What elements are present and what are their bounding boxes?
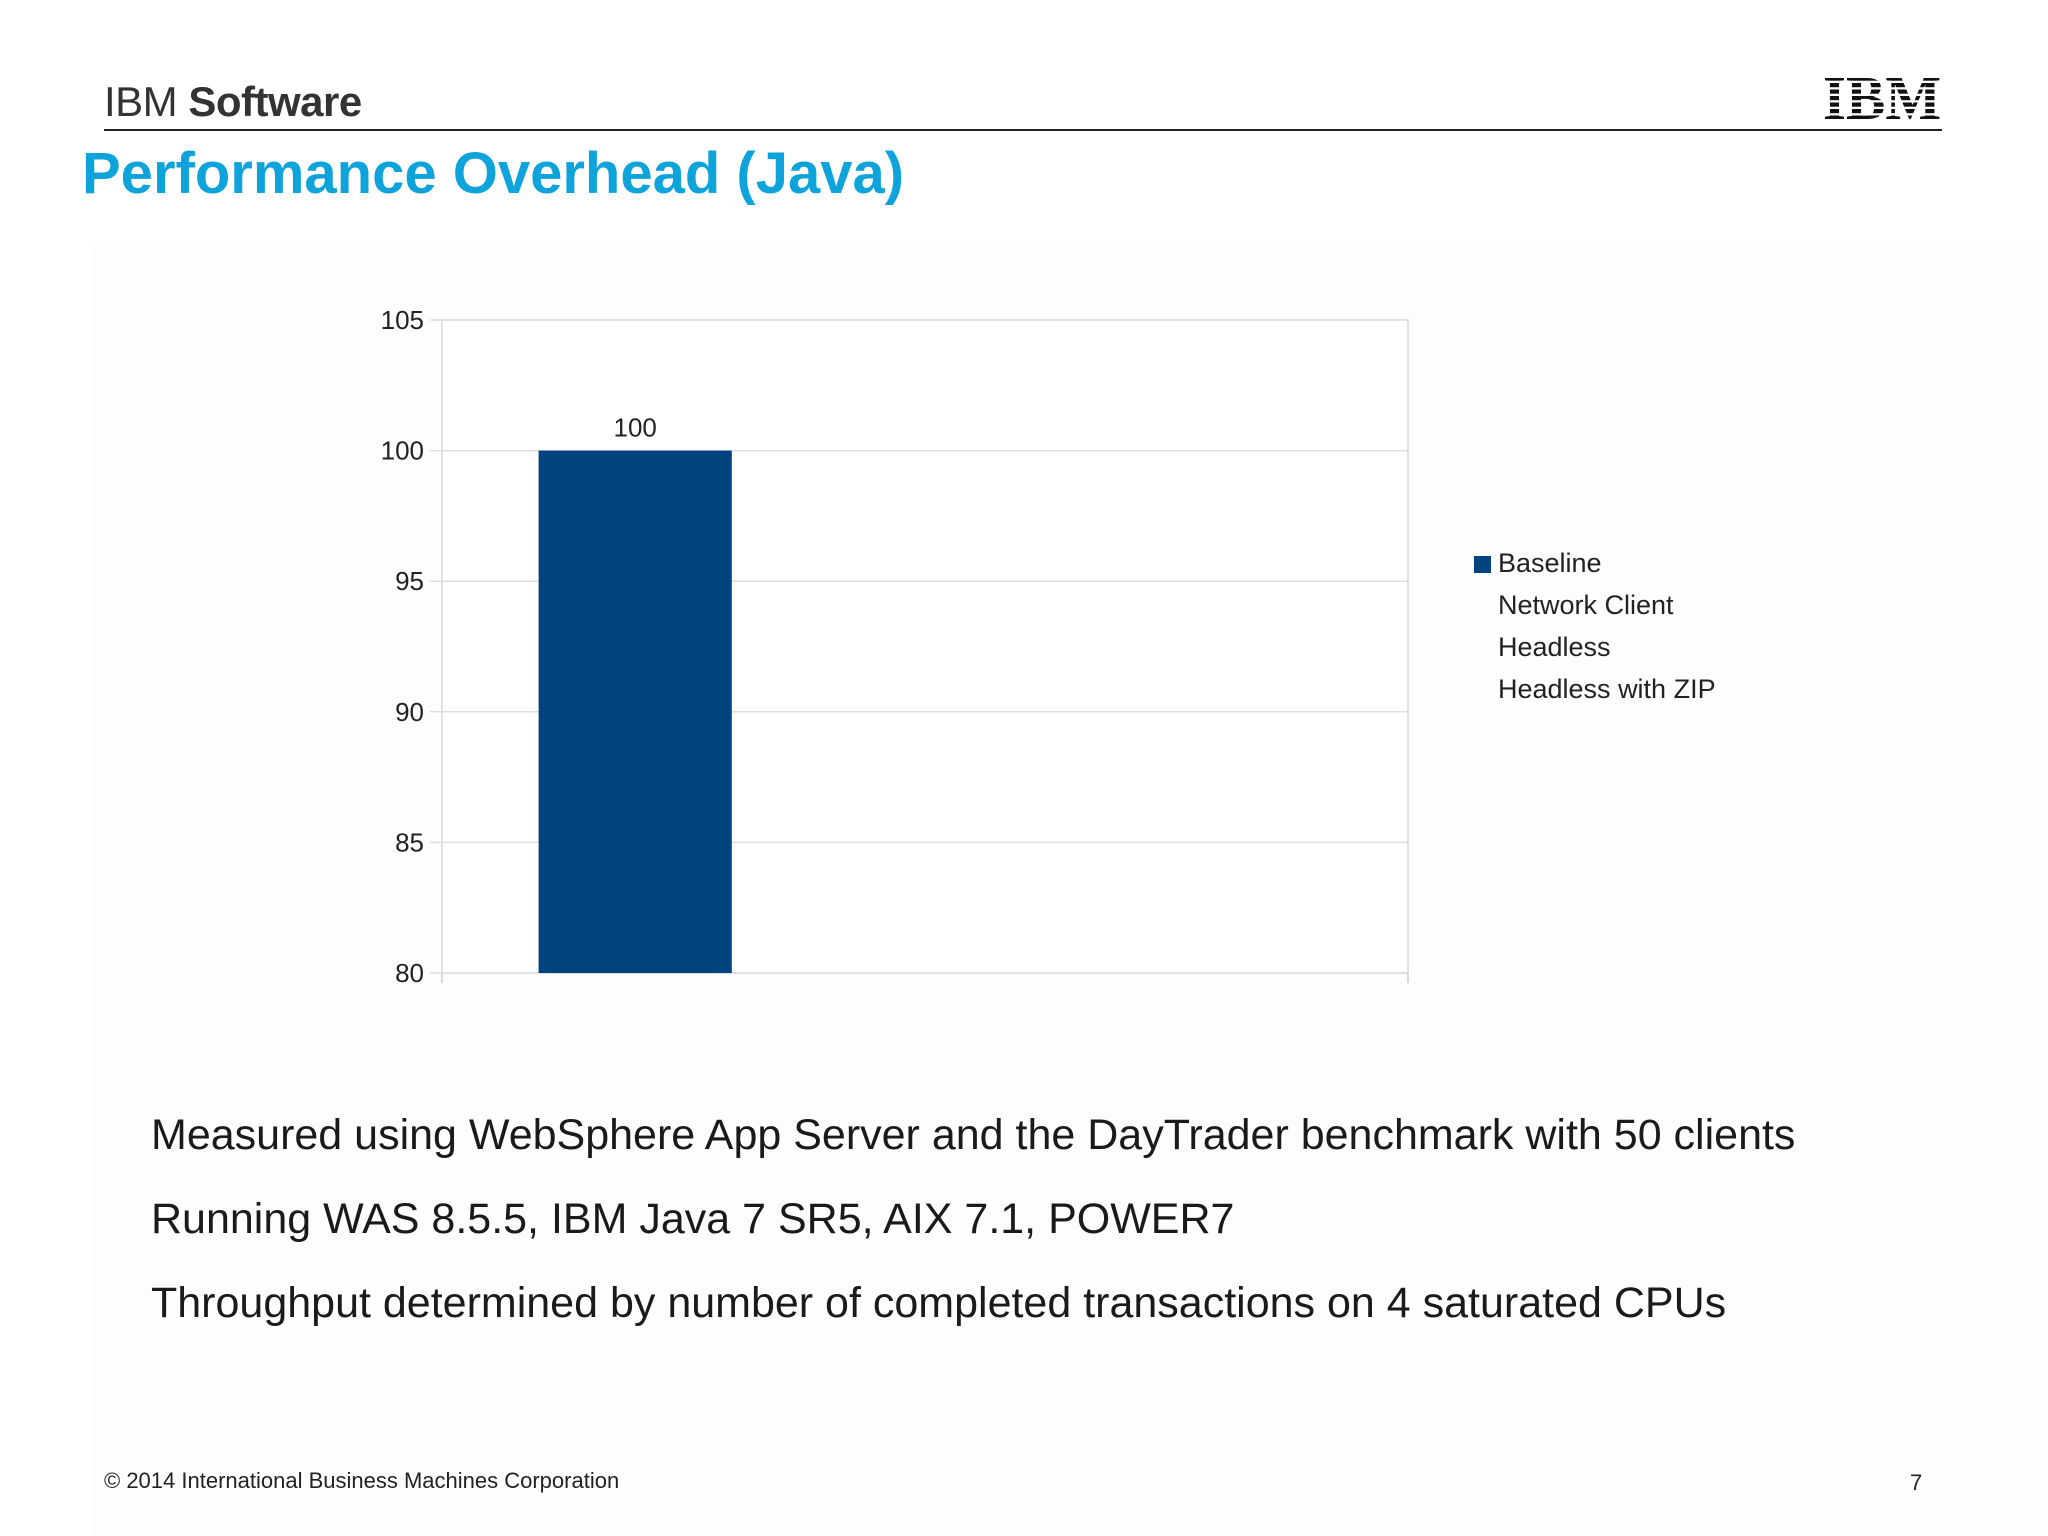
page-number: 7 bbox=[1910, 1470, 1923, 1495]
y-tick-label: 100 bbox=[381, 436, 424, 466]
y-tick-label: 95 bbox=[395, 566, 424, 596]
page-title: Performance Overhead (Java) bbox=[82, 141, 905, 206]
header-divider bbox=[104, 129, 1942, 131]
bullet-item: Throughput determined by number of compl… bbox=[151, 1279, 1727, 1327]
bullet-list: Measured using WebSphere App Server and … bbox=[151, 1093, 1795, 1345]
y-tick-label: 105 bbox=[381, 305, 424, 335]
brand-software: Software bbox=[188, 78, 362, 125]
legend-label: Headless bbox=[1498, 632, 1611, 662]
bar-baseline bbox=[538, 450, 732, 974]
footer-copyright: © 2014 International Business Machines C… bbox=[104, 1468, 620, 1493]
bullet-item: Running WAS 8.5.5, IBM Java 7 SR5, AIX 7… bbox=[151, 1195, 1235, 1243]
y-tick-label: 80 bbox=[395, 958, 424, 988]
brand-label: IBM Software bbox=[104, 78, 362, 126]
ibm-logo: IBM bbox=[1822, 70, 1942, 122]
legend-label: Baseline bbox=[1498, 548, 1602, 578]
y-tick-label: 90 bbox=[395, 697, 424, 727]
y-tick-label: 85 bbox=[395, 827, 424, 857]
legend-label: Headless with ZIP bbox=[1498, 674, 1716, 704]
data-label: 100 bbox=[614, 413, 657, 443]
bullet-item: Measured using WebSphere App Server and … bbox=[151, 1111, 1796, 1159]
legend-label: Network Client bbox=[1498, 590, 1674, 620]
bar-chart: 80 85 90 95 100 105 100 Baseline Network Client H… bbox=[381, 305, 1716, 988]
legend-swatch bbox=[1474, 556, 1491, 573]
brand-ibm: IBM bbox=[104, 78, 178, 125]
